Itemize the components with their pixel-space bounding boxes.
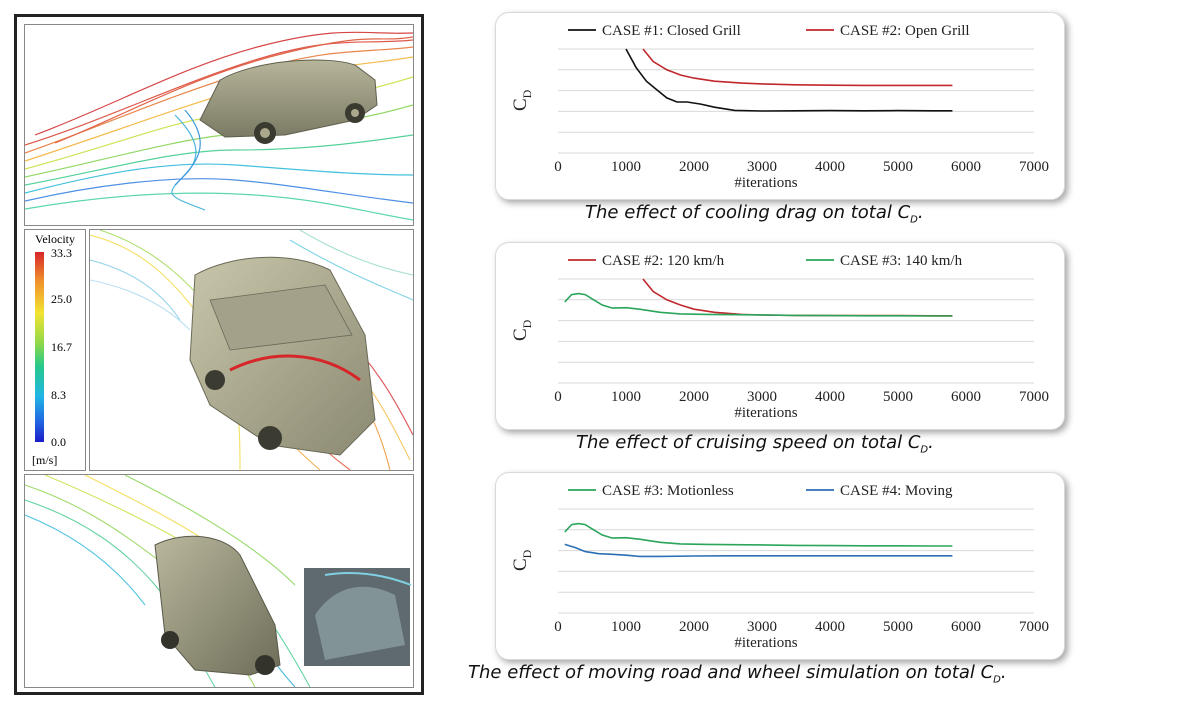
- legend-label-1: CASE #2: 120 km/h: [602, 253, 725, 269]
- series-line-1: [564, 522, 953, 547]
- series-line-1: [625, 48, 953, 112]
- x-tick-label: 0: [554, 389, 562, 405]
- x-tick-label: 1000: [611, 159, 641, 175]
- x-tick-label: 4000: [815, 159, 845, 175]
- legend-tick: 8.3: [51, 388, 66, 402]
- x-tick-label: 6000: [951, 619, 981, 635]
- series-line-2: [564, 543, 953, 558]
- caption-end: .: [1000, 662, 1007, 683]
- x-tick-label: 2000: [679, 619, 709, 635]
- chart-cooling-drag-svg: 0 1000 2000 3000 4000 5000 6000 7000 #iterations…: [510, 23, 1049, 191]
- x-tick-label: 4000: [815, 619, 845, 635]
- legend-tick: 33.3: [51, 246, 72, 260]
- cfd-image-front-view: [89, 229, 414, 471]
- x-tick-label: 5000: [883, 619, 913, 635]
- caption-moving-road: The effect of moving road and wheel simu…: [468, 662, 1007, 686]
- caption-cruising-speed: The effect of cruising speed on total CD…: [576, 432, 934, 456]
- x-tick-label: 7000: [1019, 389, 1049, 405]
- series-line-2: [564, 292, 953, 317]
- legend-label-2: CASE #4: Moving: [840, 483, 953, 499]
- y-axis-label: CD: [510, 89, 534, 111]
- y-axis-label-subscript: D: [520, 319, 534, 328]
- x-tick-label: 5000: [883, 389, 913, 405]
- chart-cruising-speed-svg: 0 1000 2000 3000 4000 5000 6000 7000 #iterations…: [510, 253, 1049, 421]
- y-axis-label-subscript: D: [520, 549, 534, 558]
- caption-subscript: D: [910, 214, 918, 226]
- x-tick-label: 7000: [1019, 619, 1049, 635]
- caption-subscript: D: [993, 674, 1001, 686]
- cfd-image-rear-view: [24, 474, 414, 688]
- x-tick-label: 6000: [951, 389, 981, 405]
- x-tick-label: 3000: [747, 159, 777, 175]
- series-line-2: [642, 48, 953, 87]
- legend-unit: [m/s]: [32, 453, 58, 467]
- y-axis-label: CD: [510, 319, 534, 341]
- cfd-image-side-view: [24, 24, 414, 226]
- x-tick-label: 6000: [951, 159, 981, 175]
- legend-title: Velocity: [35, 232, 75, 246]
- legend-label-2: CASE #2: Open Grill: [840, 23, 970, 39]
- legend-color-bar: [35, 252, 44, 442]
- x-tick-label: 5000: [883, 159, 913, 175]
- x-tick-label: 7000: [1019, 159, 1049, 175]
- cfd-image-panel: Velocity 33.3 25.0 16.7 8.3 0.0 [m/s]: [14, 14, 424, 695]
- legend-label-1: CASE #3: Motionless: [602, 483, 734, 499]
- y-axis-label-subscript: D: [520, 89, 534, 98]
- x-tick-label: 2000: [679, 159, 709, 175]
- caption-cooling-drag: The effect of cooling drag on total CD.: [585, 202, 924, 226]
- caption-end: .: [928, 432, 934, 453]
- chart-moving-road: 0 1000 2000 3000 4000 5000 6000 7000 #iterations…: [495, 472, 1065, 660]
- x-axis-label: #iterations: [734, 175, 797, 191]
- x-axis-label: #iterations: [734, 405, 797, 421]
- legend-tick: 25.0: [51, 292, 72, 306]
- series-line-1: [642, 278, 953, 317]
- x-axis-label: #iterations: [734, 635, 797, 651]
- caption-text: The effect of moving road and wheel simu…: [468, 662, 994, 683]
- chart-cooling-drag: 0 1000 2000 3000 4000 5000 6000 7000 #iterations…: [495, 12, 1065, 200]
- chart-cruising-speed: 0 1000 2000 3000 4000 5000 6000 7000 #iterations…: [495, 242, 1065, 430]
- x-tick-label: 4000: [815, 389, 845, 405]
- chart-moving-road-svg: 0 1000 2000 3000 4000 5000 6000 7000 #iterations…: [510, 483, 1049, 651]
- y-axis-label: CD: [510, 549, 534, 571]
- legend-label-2: CASE #3: 140 km/h: [840, 253, 963, 269]
- x-tick-label: 3000: [747, 619, 777, 635]
- x-tick-label: 1000: [611, 389, 641, 405]
- caption-subscript: D: [920, 444, 929, 456]
- caption-text: The effect of cruising speed on total C: [576, 432, 921, 453]
- legend-label-1: CASE #1: Closed Grill: [602, 23, 741, 39]
- x-tick-label: 2000: [679, 389, 709, 405]
- legend-tick: 16.7: [51, 340, 72, 354]
- caption-end: .: [917, 202, 924, 223]
- legend-tick: 0.0: [51, 435, 66, 449]
- x-tick-label: 1000: [611, 619, 641, 635]
- x-tick-label: 0: [554, 619, 562, 635]
- caption-text: The effect of cooling drag on total C: [585, 202, 911, 223]
- x-tick-label: 3000: [747, 389, 777, 405]
- x-tick-label: 0: [554, 159, 562, 175]
- velocity-legend: Velocity 33.3 25.0 16.7 8.3 0.0 [m/s]: [24, 229, 86, 471]
